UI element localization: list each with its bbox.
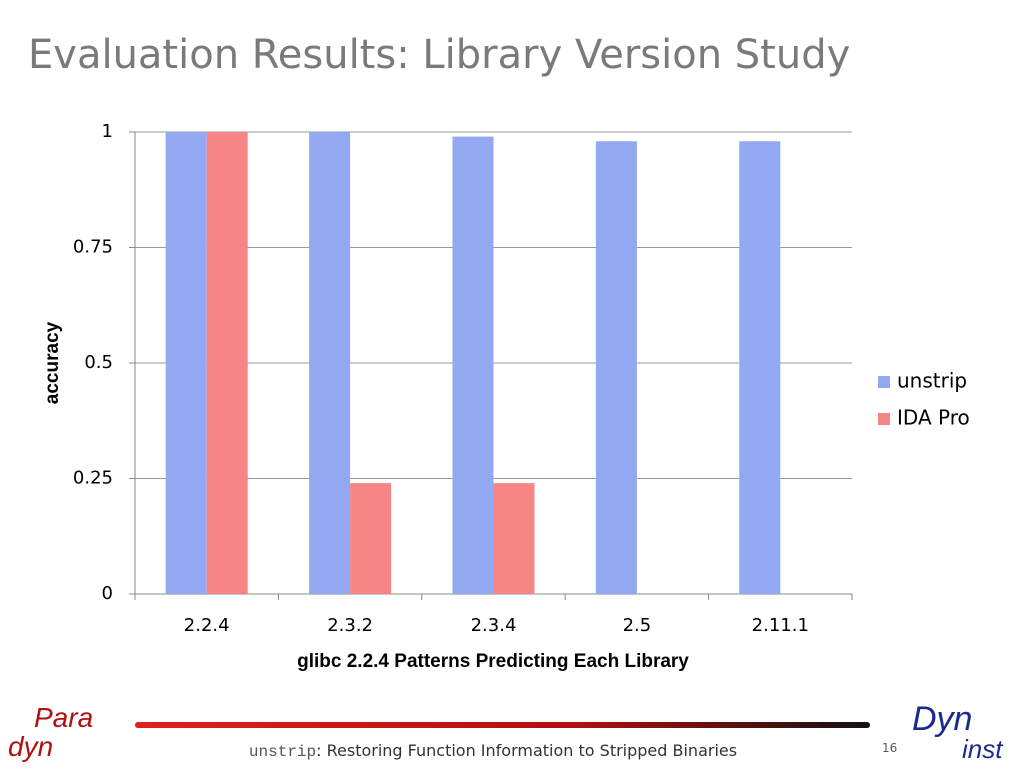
legend-label: IDA Pro bbox=[897, 406, 970, 430]
logo-para: Para bbox=[34, 702, 93, 733]
x-tick-label: 2.3.2 bbox=[327, 615, 373, 636]
x-axis-title: glibc 2.2.4 Patterns Predicting Each Lib… bbox=[297, 651, 689, 672]
footer-text: unstrip: Restoring Function Information … bbox=[249, 741, 737, 761]
footer-caption: : Restoring Function Information to Stri… bbox=[316, 741, 737, 760]
x-tick-label: 2.11.1 bbox=[752, 615, 809, 636]
y-tick-label: 0 bbox=[102, 583, 113, 604]
legend-swatch bbox=[878, 413, 890, 425]
y-tick-label: 0.75 bbox=[73, 237, 113, 258]
y-tick-label: 1 bbox=[102, 121, 113, 142]
bar bbox=[493, 483, 535, 594]
bar bbox=[595, 141, 637, 595]
bar bbox=[165, 132, 207, 594]
bar bbox=[452, 136, 494, 594]
footer-code: unstrip bbox=[249, 743, 316, 761]
page-number: 16 bbox=[882, 741, 897, 755]
logo-inst: inst bbox=[962, 734, 1004, 764]
logo-dyn: dyn bbox=[8, 731, 53, 762]
chart: 0 0.25 0.5 0.75 1 2.2.4 2.3.2 2.3.4 2.5 2.11.1 uns… bbox=[73, 121, 970, 636]
y-tick-label: 0.5 bbox=[84, 352, 113, 373]
x-tick-label: 2.5 bbox=[623, 615, 652, 636]
logo-dyn-right: Dyn bbox=[912, 700, 972, 738]
x-tick-label: 2.3.4 bbox=[471, 615, 517, 636]
legend-swatch bbox=[878, 376, 890, 388]
bar bbox=[739, 141, 781, 595]
footer-rule bbox=[135, 722, 870, 728]
y-axis-title: accuracy bbox=[42, 321, 63, 404]
bar bbox=[309, 132, 351, 594]
bar bbox=[350, 483, 392, 594]
slide-title: Evaluation Results: Library Version Stud… bbox=[28, 32, 850, 78]
y-tick-label: 0.25 bbox=[73, 468, 113, 489]
legend-label: unstrip bbox=[897, 369, 967, 393]
bar bbox=[206, 132, 248, 594]
x-tick-label: 2.2.4 bbox=[184, 615, 230, 636]
